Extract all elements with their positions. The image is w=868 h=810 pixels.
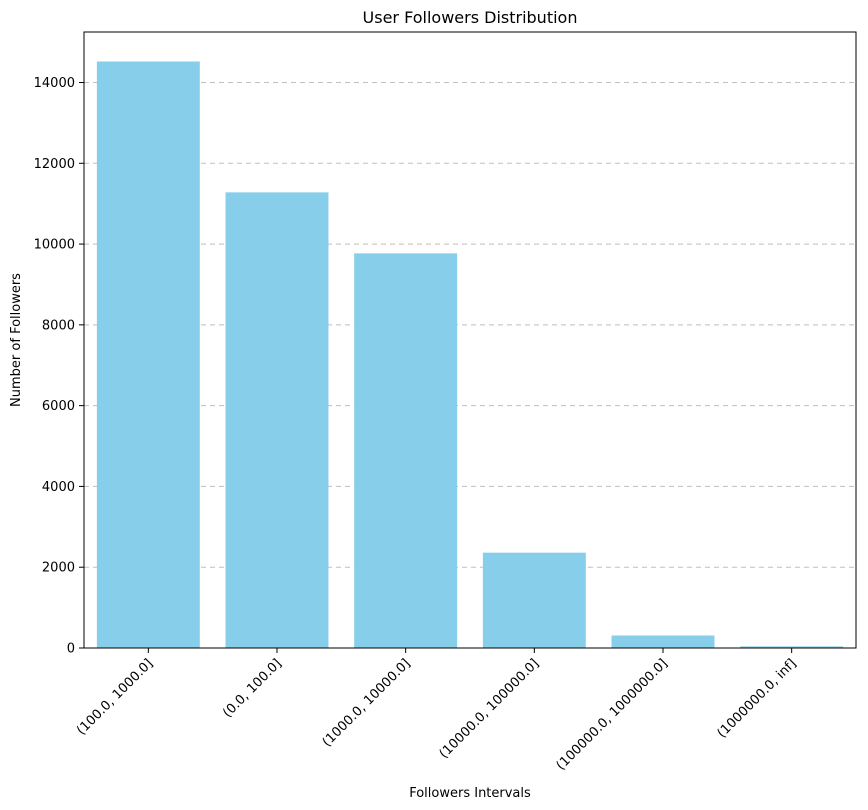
bar	[225, 192, 329, 648]
y-tick-label: 10000	[34, 238, 75, 253]
y-tick-label: 12000	[34, 157, 75, 172]
y-axis-ticks: 0 2000 4000 6000 8000 10000 12000 14000	[34, 76, 84, 657]
bar	[482, 552, 586, 648]
x-tick-label: (1000000.0, inf]	[715, 656, 800, 741]
y-tick-label: 14000	[34, 76, 75, 91]
x-tick-label: (100000.0, 1000000.0]	[554, 656, 671, 773]
y-tick-label: 2000	[42, 561, 75, 576]
x-tick-label: (100.0, 1000.0]	[74, 656, 156, 738]
bar	[740, 646, 844, 648]
bar	[611, 635, 715, 648]
x-axis-ticks: (100.0, 1000.0] (0.0, 100.0] (1000.0, 1000…	[74, 648, 799, 773]
plot-frame	[83, 31, 857, 649]
y-tick-label: 0	[67, 642, 75, 657]
chart-title: User Followers Distribution	[363, 8, 578, 27]
y-tick-label: 8000	[42, 318, 75, 333]
y-tick-label: 4000	[42, 480, 75, 495]
x-tick-label: (0.0, 100.0]	[220, 656, 285, 721]
bar	[96, 61, 200, 649]
grid-lines	[84, 81, 856, 568]
x-tick-label: (10000.0, 100000.0]	[437, 656, 543, 762]
y-axis-label: Number of Followers	[9, 273, 24, 407]
bars	[96, 61, 844, 649]
bar	[354, 253, 458, 648]
x-tick-label: (1000.0, 10000.0]	[320, 656, 414, 750]
y-tick-label: 6000	[42, 399, 75, 414]
x-axis-label: Followers Intervals	[409, 786, 531, 801]
